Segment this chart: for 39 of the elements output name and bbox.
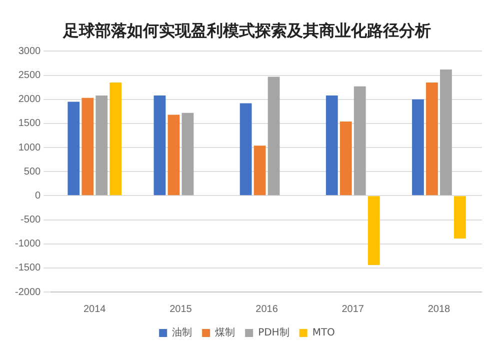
- x-tick-label: 2016: [256, 304, 278, 315]
- y-tick-label: -1000: [15, 238, 42, 250]
- bar: [426, 82, 438, 196]
- y-tick-label: 2500: [18, 70, 42, 82]
- legend-label: 油制: [172, 326, 192, 339]
- chart-title: 足球部落如何实现盈利模式探索及其商业化路径分析: [62, 20, 431, 40]
- x-tick-label: 2017: [342, 304, 364, 315]
- bar: [268, 76, 280, 196]
- bar: [340, 122, 352, 196]
- bar: [82, 98, 94, 196]
- bar: [68, 102, 80, 196]
- y-tick-label: 0: [35, 190, 42, 202]
- bar: [254, 146, 266, 196]
- bar: [354, 86, 366, 196]
- bar: [96, 96, 108, 196]
- bar: [440, 70, 452, 196]
- legend-label: PDH制: [258, 326, 290, 339]
- legend-label: 煤制: [215, 326, 236, 339]
- bar: [326, 96, 338, 196]
- x-tick-label: 2018: [428, 304, 451, 315]
- y-tick-label: -2000: [15, 286, 42, 298]
- y-tick-label: 3000: [18, 46, 42, 57]
- x-tick-label: 2015: [170, 304, 192, 315]
- bar: [182, 112, 194, 196]
- x-tick-label: 2014: [83, 304, 106, 315]
- y-tick-label: 1500: [18, 118, 42, 130]
- y-tick-label: 1000: [18, 142, 42, 154]
- bar: [168, 114, 180, 196]
- y-tick-label: -1500: [15, 262, 42, 274]
- bar: [368, 196, 380, 266]
- y-tick-label: 2000: [18, 94, 42, 106]
- bar: [240, 103, 252, 196]
- bar: [154, 96, 166, 196]
- bar: [412, 99, 424, 196]
- y-tick-label: -500: [20, 214, 42, 226]
- bar: [110, 82, 122, 196]
- y-tick-label: 500: [24, 166, 42, 178]
- bar: [454, 196, 466, 239]
- legend-label: MTO: [312, 328, 336, 339]
